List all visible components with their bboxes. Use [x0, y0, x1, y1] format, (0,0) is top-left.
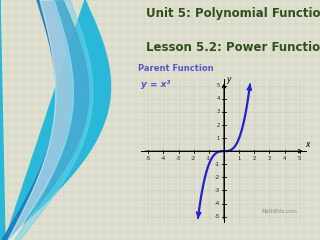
Text: 5: 5: [298, 156, 301, 162]
Text: 4: 4: [283, 156, 286, 162]
Text: 4: 4: [217, 96, 220, 101]
Text: -5: -5: [146, 156, 151, 162]
Text: -5: -5: [215, 214, 220, 219]
Text: 3: 3: [217, 109, 220, 114]
Text: -3: -3: [176, 156, 181, 162]
Text: y = x³: y = x³: [141, 80, 171, 89]
Text: Unit 5: Polynomial Function: Unit 5: Polynomial Function: [146, 7, 320, 20]
Polygon shape: [8, 0, 73, 240]
Text: Parent Function: Parent Function: [138, 64, 214, 72]
Text: 1: 1: [217, 136, 220, 141]
Text: x: x: [305, 140, 309, 149]
Text: -1: -1: [215, 162, 220, 167]
Text: -4: -4: [161, 156, 166, 162]
Text: Lesson 5.2: Power Functions: Lesson 5.2: Power Functions: [146, 41, 320, 54]
Text: -2: -2: [191, 156, 196, 162]
Polygon shape: [0, 0, 110, 240]
Text: 1: 1: [237, 156, 241, 162]
Text: -4: -4: [215, 201, 220, 206]
Text: 5: 5: [217, 83, 220, 88]
Text: y: y: [226, 75, 231, 84]
Text: 2: 2: [217, 122, 220, 127]
Text: -1: -1: [206, 156, 212, 162]
Text: 2: 2: [252, 156, 256, 162]
Polygon shape: [15, 0, 93, 240]
Text: -2: -2: [215, 175, 220, 180]
Text: -3: -3: [215, 188, 220, 193]
Text: 3: 3: [268, 156, 271, 162]
Polygon shape: [2, 0, 89, 240]
Text: MathBits.com: MathBits.com: [262, 209, 298, 214]
